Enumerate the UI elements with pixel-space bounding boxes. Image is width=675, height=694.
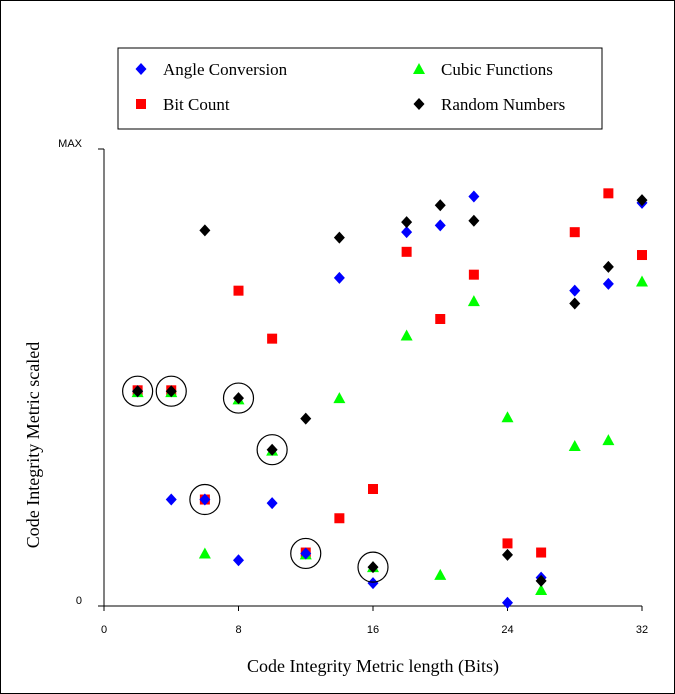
data-point (198, 547, 211, 559)
data-point (132, 385, 144, 398)
legend-marker (135, 63, 147, 75)
legend-box (117, 47, 603, 130)
data-point (569, 297, 581, 310)
data-point (199, 493, 211, 506)
series-angle-conversion (132, 190, 648, 609)
annotation-circle (222, 382, 255, 414)
data-point (267, 333, 278, 344)
data-point (568, 440, 581, 452)
data-point (602, 260, 614, 273)
legend-marker (413, 63, 425, 74)
annotation-circle (189, 483, 221, 516)
x-tick-label: 32 (636, 624, 648, 636)
data-point (333, 271, 345, 284)
data-point (266, 497, 278, 510)
data-marks (131, 188, 648, 609)
data-point (636, 275, 648, 287)
y-axis-label: Code Integrity Metric scaled (23, 342, 43, 548)
legend-label: Random Numbers (441, 95, 565, 114)
x-tick-label: 0 (101, 624, 107, 636)
data-point (602, 434, 615, 446)
series-cubic-functions (131, 275, 648, 596)
data-point (401, 216, 413, 229)
data-point (467, 295, 480, 307)
x-axis-label: Code Integrity Metric length (Bits) (247, 656, 499, 677)
data-point (300, 412, 312, 425)
x-tick-label: 8 (235, 624, 241, 636)
data-point (501, 411, 514, 423)
annotation-circle (290, 537, 322, 570)
data-point (233, 392, 244, 405)
data-point (502, 548, 513, 561)
data-point (468, 190, 480, 203)
axes: 0 8 16 24 32 0 MAX (58, 138, 648, 636)
data-point (536, 547, 547, 558)
annotation-circle (357, 551, 389, 583)
data-point (333, 231, 345, 244)
data-point (199, 224, 211, 237)
legend-entry: Cubic Functions (413, 60, 553, 79)
annotation-circle (122, 375, 154, 407)
x-tick-label: 16 (367, 624, 379, 636)
legend-label: Cubic Functions (441, 60, 553, 79)
data-point (233, 554, 244, 567)
data-point (602, 277, 614, 290)
data-point (401, 246, 412, 257)
data-point (637, 250, 647, 261)
data-point (502, 538, 513, 549)
legend-label: Angle Conversion (163, 60, 288, 79)
data-point (468, 269, 479, 280)
series-random-numbers (132, 194, 648, 587)
data-point (468, 214, 480, 227)
data-point (300, 547, 312, 560)
data-point (569, 284, 581, 297)
data-point (368, 484, 378, 495)
data-point (535, 574, 547, 587)
data-point (401, 226, 413, 239)
legend-label: Bit Count (163, 95, 230, 114)
data-point (636, 194, 648, 207)
x-tick-label: 24 (501, 624, 513, 636)
annotation-circles (122, 375, 389, 583)
legend-marker (136, 99, 146, 109)
legend-entry: Bit Count (136, 95, 230, 114)
series-bit-count (132, 188, 647, 558)
annotation-circle (256, 434, 288, 466)
data-point (233, 285, 244, 296)
data-point (434, 219, 446, 232)
data-point (367, 577, 379, 590)
data-point (165, 385, 177, 398)
data-point (334, 513, 345, 524)
data-point (434, 568, 447, 580)
y-tick-label: 0 (76, 595, 82, 607)
legend-entry: Angle Conversion (135, 60, 288, 79)
legend-entry: Random Numbers (413, 95, 565, 114)
data-point (535, 584, 548, 596)
legend-marker (413, 98, 425, 110)
data-point (400, 329, 413, 341)
data-point (333, 392, 346, 404)
y-tick-label: MAX (58, 138, 83, 150)
data-point (569, 227, 580, 238)
data-point (266, 443, 278, 456)
legend: Angle Conversion Cubic Functions Bit Count… (117, 47, 603, 130)
annotation-circle (155, 375, 187, 407)
data-point (603, 188, 614, 199)
data-point (367, 561, 379, 574)
data-point (435, 314, 446, 325)
data-point (165, 493, 177, 506)
data-point (434, 199, 446, 212)
data-point (502, 596, 513, 609)
